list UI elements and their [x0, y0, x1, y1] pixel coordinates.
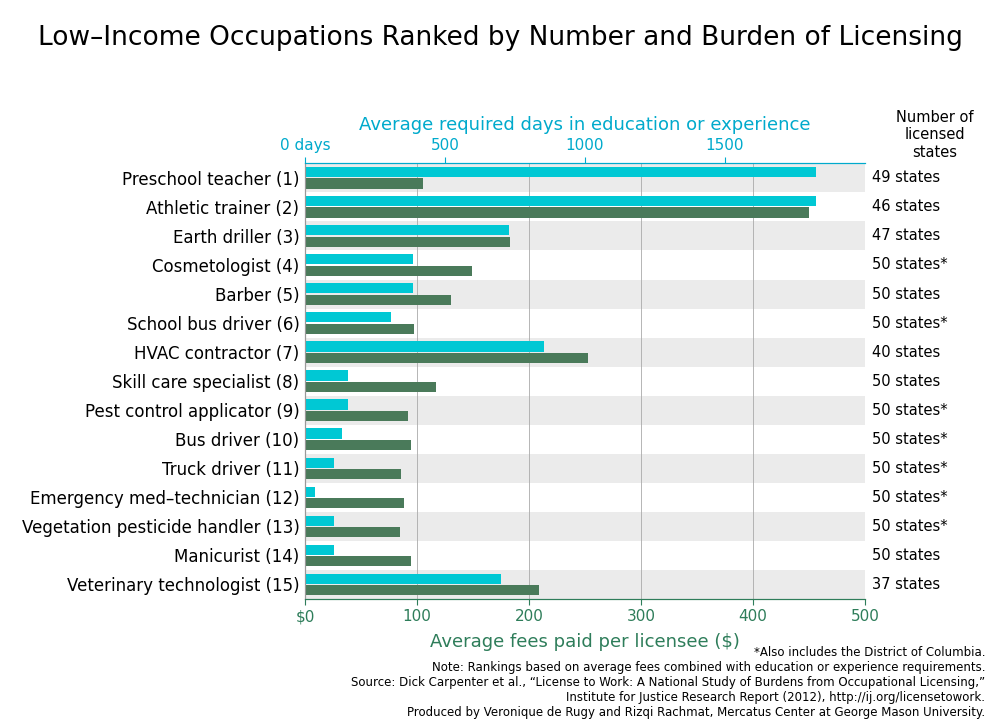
Bar — [305, 512, 865, 541]
Bar — [305, 544, 334, 555]
Text: 37 states: 37 states — [872, 577, 940, 592]
Bar — [305, 309, 865, 338]
Bar — [305, 574, 501, 584]
Text: Low–Income Occupations Ranked by Number and Burden of Licensing: Low–Income Occupations Ranked by Number … — [38, 25, 962, 52]
Bar — [305, 454, 865, 483]
Bar — [305, 295, 451, 305]
Bar — [305, 367, 865, 396]
Bar — [305, 338, 865, 367]
Bar — [305, 341, 544, 351]
Bar — [305, 196, 816, 206]
Bar — [305, 254, 413, 264]
Text: 50 states*: 50 states* — [872, 490, 948, 505]
Text: Number of
licensed
states: Number of licensed states — [896, 110, 974, 160]
Text: 46 states: 46 states — [872, 200, 940, 214]
Bar — [305, 324, 414, 334]
Bar — [305, 498, 404, 508]
Text: 40 states: 40 states — [872, 345, 940, 359]
Bar — [305, 428, 342, 439]
Bar — [305, 541, 865, 570]
Bar — [305, 208, 809, 218]
Text: 50 states*: 50 states* — [872, 316, 948, 330]
Bar — [305, 221, 865, 250]
Bar — [305, 527, 400, 537]
Text: 50 states*: 50 states* — [872, 432, 948, 446]
Bar — [305, 486, 315, 497]
Bar — [305, 483, 865, 512]
Bar — [305, 167, 816, 177]
Text: 50 states: 50 states — [872, 548, 940, 563]
Text: 50 states*: 50 states* — [872, 258, 948, 272]
Bar — [305, 353, 588, 363]
Bar — [305, 411, 408, 421]
Bar — [305, 585, 539, 595]
Bar — [305, 283, 413, 293]
Bar — [305, 280, 865, 309]
Bar — [305, 469, 401, 479]
Text: 50 states: 50 states — [872, 287, 940, 301]
Bar — [305, 457, 334, 468]
Text: 50 states*: 50 states* — [872, 519, 948, 534]
Bar — [305, 440, 411, 450]
Text: 50 states*: 50 states* — [872, 403, 948, 417]
Bar — [305, 382, 436, 392]
Bar — [305, 570, 865, 599]
Text: 50 states: 50 states — [872, 374, 940, 388]
Text: 47 states: 47 states — [872, 229, 940, 243]
X-axis label: Average required days in education or experience: Average required days in education or ex… — [359, 115, 811, 134]
Bar — [305, 425, 865, 454]
Text: 49 states: 49 states — [872, 171, 940, 185]
Bar — [305, 396, 865, 425]
Bar — [305, 163, 865, 192]
Bar — [305, 237, 510, 247]
Bar — [305, 266, 472, 276]
Text: 50 states*: 50 states* — [872, 461, 948, 476]
Bar — [305, 399, 348, 409]
X-axis label: Average fees paid per licensee ($): Average fees paid per licensee ($) — [430, 632, 740, 650]
Bar — [305, 312, 391, 322]
Bar — [305, 179, 423, 189]
Bar — [305, 192, 865, 221]
Bar — [305, 515, 334, 526]
Bar — [305, 370, 348, 380]
Bar — [305, 250, 865, 280]
Text: *Also includes the District of Columbia.
Note: Rankings based on average fees co: *Also includes the District of Columbia.… — [351, 645, 985, 719]
Bar — [305, 556, 411, 566]
Bar — [305, 225, 509, 235]
